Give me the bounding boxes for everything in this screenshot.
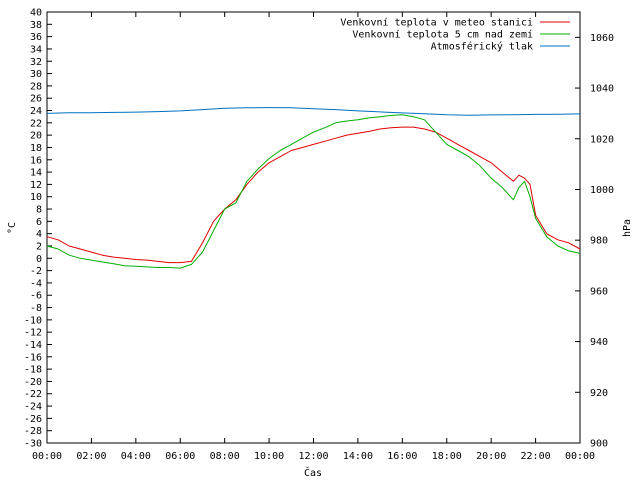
legend-label-1: Venkovní teplota v meteo stanici	[340, 17, 533, 29]
y-tick-label: -30	[24, 439, 42, 450]
series-layer	[46, 107, 581, 269]
x-tick-label: 18:00	[432, 451, 462, 462]
x-tick-label: 16:00	[387, 451, 417, 462]
y-tick-label: 28	[30, 81, 42, 92]
x-axis-label: Čas	[304, 466, 322, 479]
y-tick-label: -14	[24, 340, 42, 351]
y2-tick-label: 940	[590, 337, 608, 348]
y-tick-label: 6	[36, 217, 42, 228]
y-tick-label: 18	[30, 143, 42, 154]
y-tick-label: -4	[30, 278, 42, 289]
y2-axis-label: hPa	[622, 219, 633, 237]
series-line-1	[46, 126, 581, 264]
x-tick-label: 22:00	[521, 451, 551, 462]
y-tick-label: -26	[24, 414, 42, 425]
series-line-2	[46, 114, 581, 269]
y-tick-label: 22	[30, 118, 42, 129]
x-tick-label: 12:00	[298, 451, 328, 462]
series-line-3	[46, 107, 581, 116]
x-tick-label: 00:00	[32, 451, 62, 462]
y-tick-label: 24	[30, 106, 42, 117]
y-tick-label: -16	[24, 352, 42, 363]
y-tick-label: -8	[30, 303, 42, 314]
y2-tick-label: 1040	[590, 84, 614, 95]
y-tick-label: 4	[36, 229, 42, 240]
y-tick-label: -2	[30, 266, 42, 277]
x-tick-label: 06:00	[165, 451, 195, 462]
y-tick-label: 14	[30, 168, 42, 179]
y-tick-label: 16	[30, 155, 42, 166]
y2-tick-label: 900	[590, 439, 608, 450]
y2-tick-label: 980	[590, 236, 608, 247]
y-tick-label: 26	[30, 94, 42, 105]
legend: Venkovní teplota v meteo staniciVenkovní…	[340, 17, 570, 53]
x-tick-label: 14:00	[343, 451, 373, 462]
y-tick-label: 2	[36, 241, 42, 252]
y-tick-label: -24	[24, 402, 42, 413]
y2-tick-label: 1000	[590, 185, 614, 196]
y-tick-label: -10	[24, 315, 42, 326]
y-tick-label: -22	[24, 389, 42, 400]
y2-tick-label: 960	[590, 286, 608, 297]
y-tick-label: 34	[30, 44, 42, 55]
x-tick-label: 02:00	[76, 451, 106, 462]
y2-tick-label: 920	[590, 388, 608, 399]
x-tick-label: 00:00	[565, 451, 595, 462]
y-tick-label: -28	[24, 426, 42, 437]
legend-label-3: Atmosférický tlak	[431, 41, 533, 53]
y-tick-label: 10	[30, 192, 42, 203]
y-tick-label: -20	[24, 377, 42, 388]
y-tick-label: -12	[24, 328, 42, 339]
y-tick-label: 20	[30, 131, 42, 142]
y-tick-label: 38	[30, 20, 42, 31]
y-tick-label: 40	[30, 8, 42, 19]
y-tick-label: -18	[24, 365, 42, 376]
y-tick-label: 32	[30, 57, 42, 68]
y2-tick-label: 1020	[590, 134, 614, 145]
plot-area-frame	[46, 11, 581, 444]
x-tick-label: 04:00	[121, 451, 151, 462]
x-tick-label: 08:00	[210, 451, 240, 462]
x-tick-label: 20:00	[476, 451, 506, 462]
y-tick-label: 12	[30, 180, 42, 191]
y-tick-label: 8	[36, 205, 42, 216]
ticks-layer: 00:00 02:00 04:00 06:00 08:00 10:00 12:00 14:00…	[24, 8, 614, 463]
y-tick-label: 36	[30, 32, 42, 43]
x-tick-label: 10:00	[254, 451, 284, 462]
legend-label-2: Venkovní teplota 5 cm nad zemí	[352, 29, 533, 41]
y-tick-label: 0	[36, 254, 42, 265]
y-tick-label: -6	[30, 291, 42, 302]
y-axis-label: °C	[7, 222, 18, 234]
y2-tick-label: 1060	[590, 33, 614, 44]
y-tick-label: 30	[30, 69, 42, 80]
